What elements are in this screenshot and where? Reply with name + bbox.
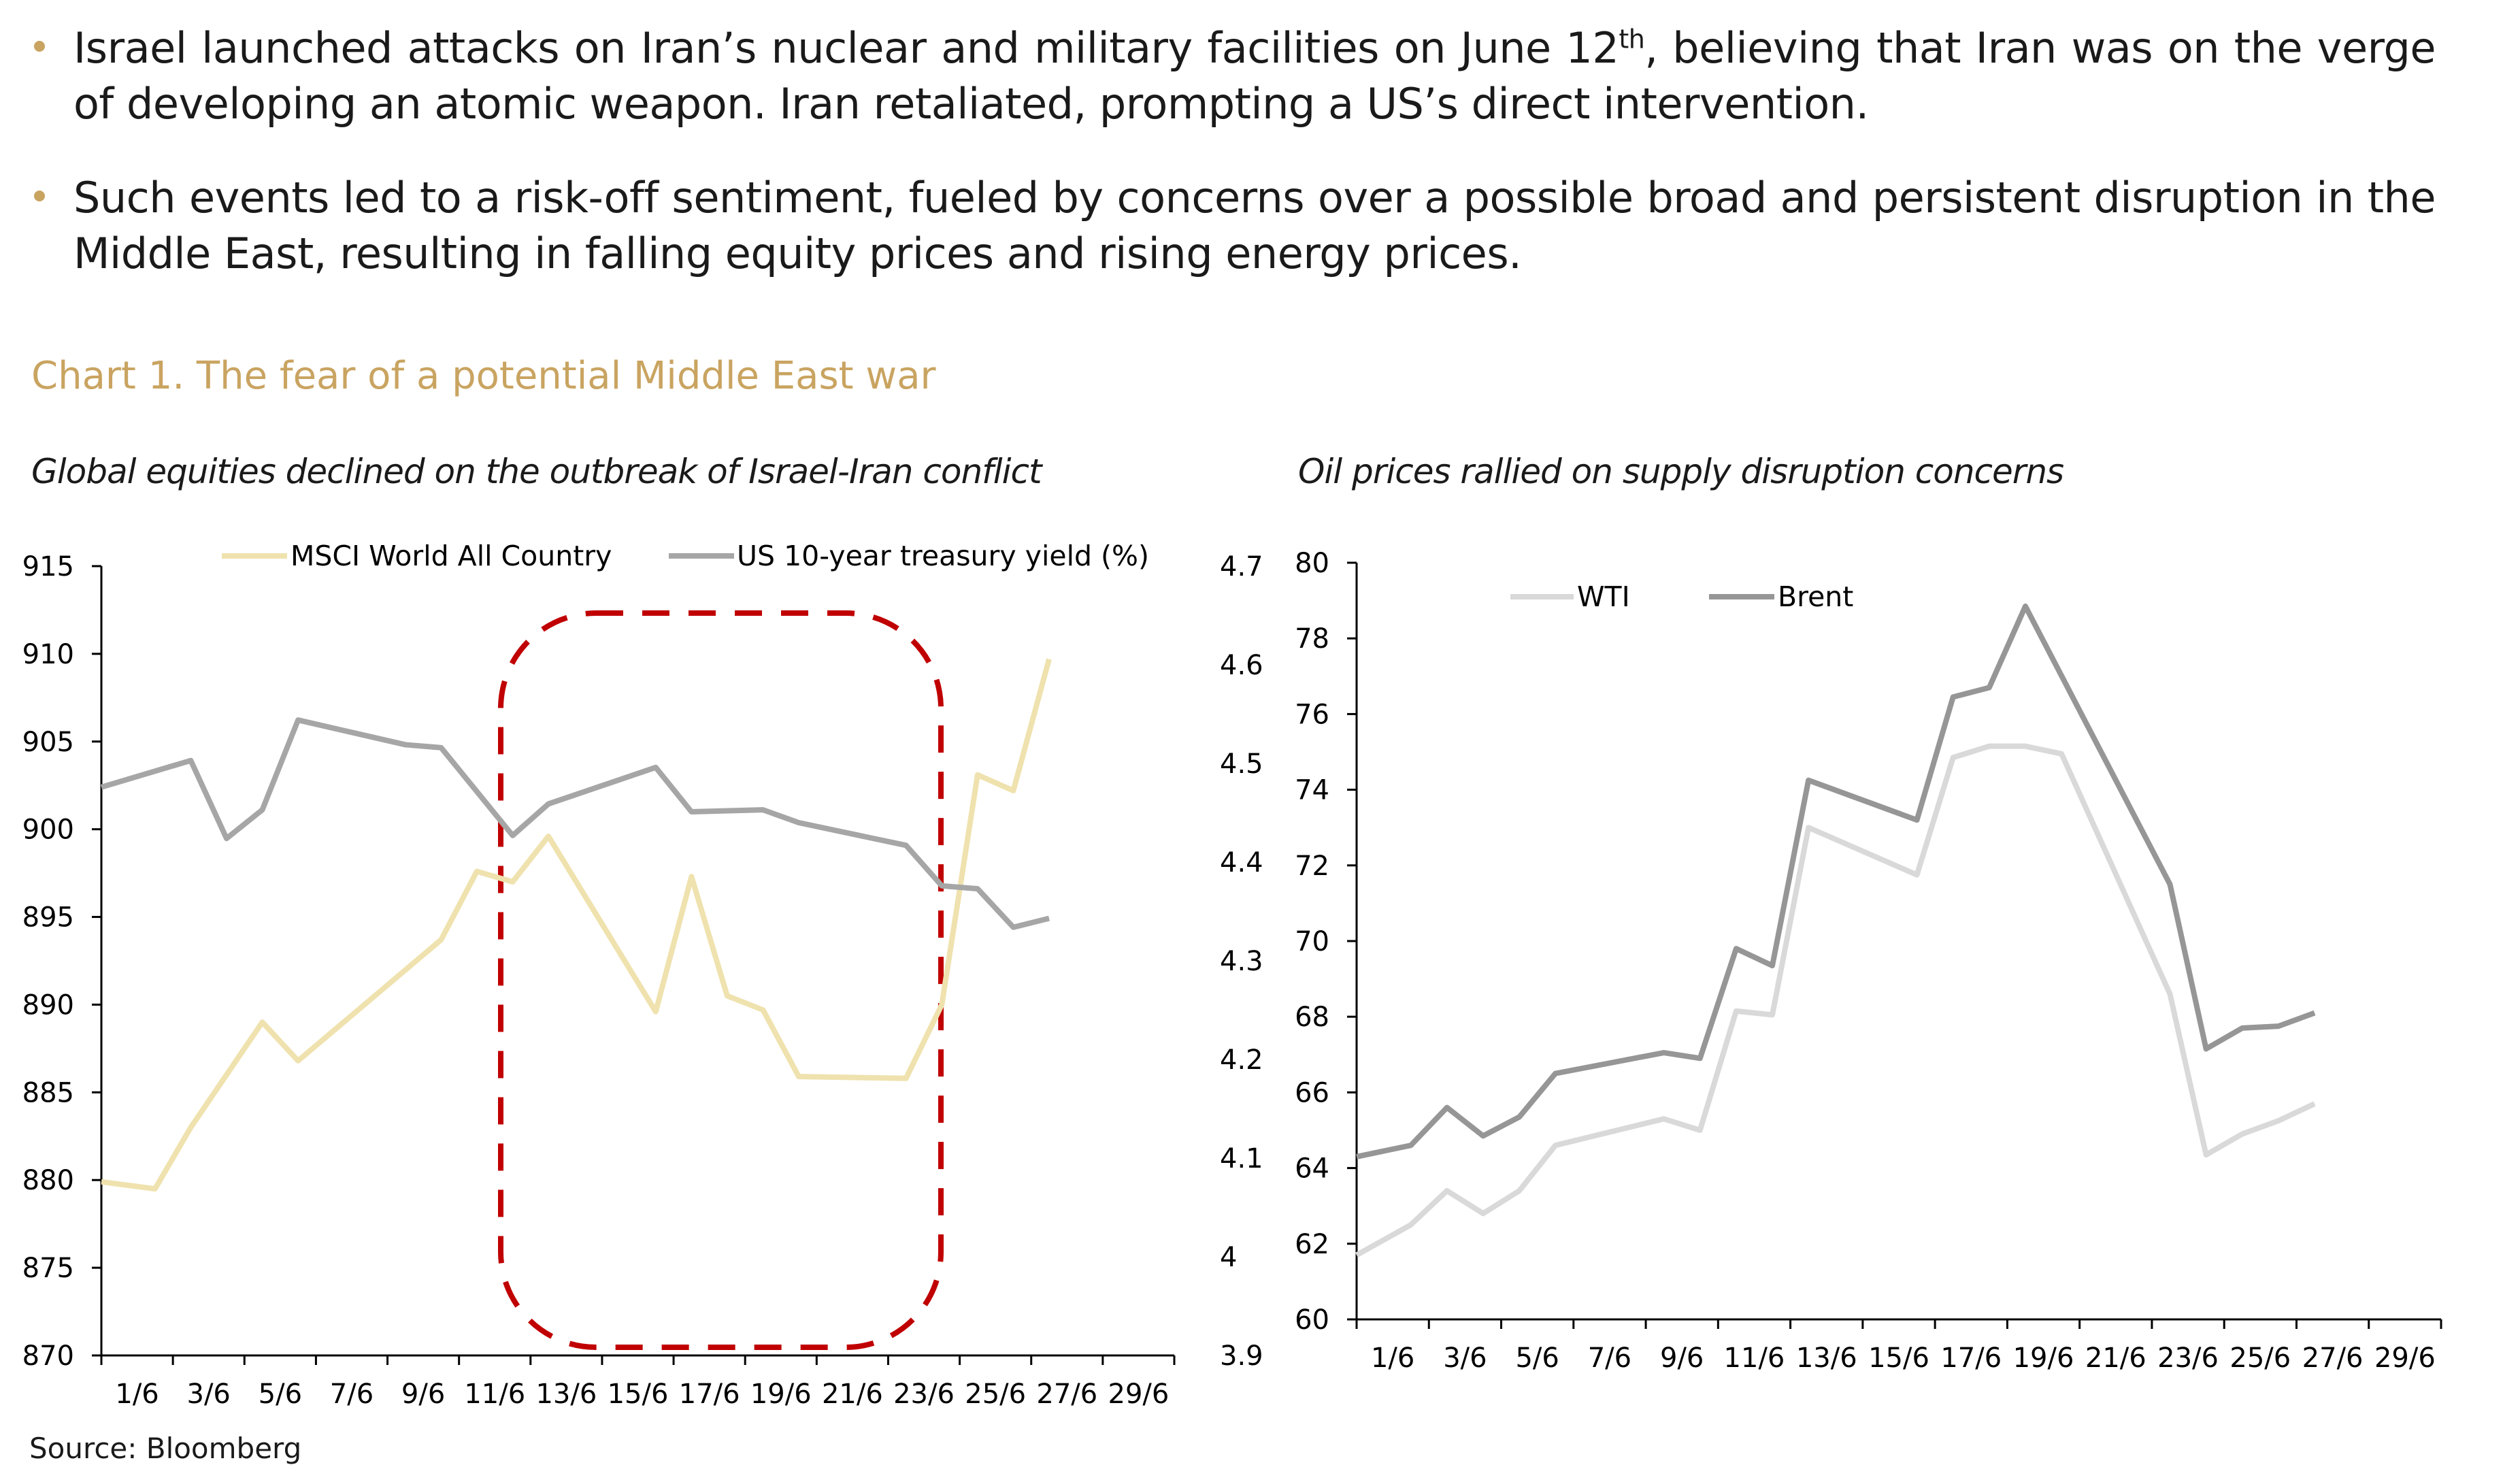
chart-title: Chart 1. The fear of a potential Middle … bbox=[31, 354, 936, 398]
series-line-us-10-year-treasury-yield- bbox=[100, 717, 1050, 930]
x-tick-label: 29/6 bbox=[2374, 1343, 2436, 1374]
y2-tick-label: 4.1 bbox=[1220, 1143, 1263, 1174]
y-tick-label: 890 bbox=[22, 989, 74, 1021]
y2-tick-label: 4.7 bbox=[1220, 551, 1263, 582]
bullet-text: Israel launched attacks on Iran’s nuclea… bbox=[73, 23, 1619, 73]
y-tick-label: 870 bbox=[22, 1340, 74, 1372]
x-tick-label: 1/6 bbox=[1371, 1343, 1414, 1374]
y-tick-label: 66 bbox=[1295, 1077, 1329, 1108]
series-line-wti bbox=[1355, 743, 2316, 1257]
x-tick-label: 15/6 bbox=[1868, 1343, 1929, 1374]
y-tick-label: 68 bbox=[1295, 1002, 1329, 1033]
legend-label: WTI bbox=[1577, 580, 1630, 613]
x-tick-label: 25/6 bbox=[2229, 1343, 2291, 1374]
x-tick-label: 21/6 bbox=[822, 1379, 883, 1410]
x-tick-label: 1/6 bbox=[115, 1379, 159, 1410]
y2-tick-label: 4.5 bbox=[1220, 748, 1263, 780]
highlight-box bbox=[498, 610, 944, 1350]
x-tick-label: 13/6 bbox=[1796, 1343, 1857, 1374]
series-line-msci-world-all-country bbox=[101, 658, 1052, 1192]
y-tick-label: 880 bbox=[22, 1165, 74, 1196]
y2-tick-label: 4.3 bbox=[1220, 946, 1263, 977]
y2-tick-label: 4 bbox=[1220, 1242, 1237, 1273]
y-tick-label: 895 bbox=[22, 902, 74, 934]
x-tick-label: 9/6 bbox=[1660, 1343, 1704, 1374]
y2-tick-label: 4.2 bbox=[1220, 1044, 1263, 1076]
x-tick-label: 9/6 bbox=[401, 1379, 445, 1410]
x-tick-label: 5/6 bbox=[1515, 1343, 1559, 1374]
y-tick-label: 80 bbox=[1295, 548, 1329, 579]
x-tick-label: 5/6 bbox=[259, 1379, 302, 1410]
y-tick-label: 885 bbox=[22, 1077, 74, 1108]
y-tick-label: 78 bbox=[1295, 623, 1329, 655]
x-tick-label: 19/6 bbox=[750, 1379, 812, 1410]
x-tick-label: 11/6 bbox=[464, 1379, 525, 1410]
source-note: Source: Bloomberg bbox=[29, 1432, 302, 1465]
y2-tick-label: 4.6 bbox=[1220, 650, 1263, 681]
x-tick-label: 3/6 bbox=[187, 1379, 231, 1410]
y-tick-label: 76 bbox=[1295, 699, 1329, 730]
x-tick-label: 15/6 bbox=[608, 1379, 669, 1410]
y-tick-label: 905 bbox=[22, 727, 74, 758]
right-chart-subtitle: Oil prices rallied on supply disruption … bbox=[1298, 452, 2064, 491]
y-tick-label: 875 bbox=[22, 1253, 74, 1284]
superscript: th bbox=[1619, 24, 1645, 54]
y-tick-label: 900 bbox=[22, 814, 74, 846]
y-tick-label: 60 bbox=[1295, 1304, 1329, 1336]
x-tick-label: 7/6 bbox=[330, 1379, 374, 1410]
x-tick-label: 7/6 bbox=[1588, 1343, 1631, 1374]
x-tick-label: 21/6 bbox=[2085, 1343, 2146, 1374]
y2-tick-label: 4.4 bbox=[1220, 847, 1263, 878]
y-tick-label: 74 bbox=[1295, 775, 1329, 806]
bullet-point: Such events led to a risk-off sentiment,… bbox=[34, 170, 2436, 282]
series-line-brent bbox=[1356, 603, 2316, 1159]
bullet-dot-icon bbox=[34, 41, 45, 52]
y-tick-label: 70 bbox=[1295, 926, 1329, 957]
x-tick-label: 25/6 bbox=[965, 1379, 1026, 1410]
x-tick-label: 13/6 bbox=[535, 1379, 597, 1410]
legend-label: US 10-year treasury yield (%) bbox=[737, 540, 1149, 572]
x-tick-label: 17/6 bbox=[1940, 1343, 2002, 1374]
bullet-text: , believing that Iran was on the verge o… bbox=[73, 23, 2436, 129]
y-tick-label: 62 bbox=[1295, 1229, 1329, 1260]
x-tick-label: 27/6 bbox=[1036, 1379, 1097, 1410]
legend-label: Brent bbox=[1778, 580, 1853, 613]
x-tick-label: 3/6 bbox=[1443, 1343, 1487, 1374]
x-tick-label: 23/6 bbox=[893, 1379, 955, 1410]
y-tick-label: 72 bbox=[1295, 851, 1329, 882]
x-tick-label: 29/6 bbox=[1108, 1379, 1170, 1410]
x-tick-label: 27/6 bbox=[2302, 1343, 2364, 1374]
y-tick-label: 915 bbox=[22, 551, 74, 582]
legend-label: MSCI World All Country bbox=[291, 540, 612, 572]
y2-tick-label: 3.9 bbox=[1220, 1340, 1263, 1372]
y-tick-label: 910 bbox=[22, 639, 74, 670]
x-tick-label: 17/6 bbox=[679, 1379, 740, 1410]
left-chart-subtitle: Global equities declined on the outbreak… bbox=[31, 452, 1042, 491]
bullet-point: Israel launched attacks on Iran’s nuclea… bbox=[34, 20, 2436, 132]
x-tick-label: 19/6 bbox=[2013, 1343, 2074, 1374]
bullet-text: Such events led to a risk-off sentiment,… bbox=[73, 173, 2436, 278]
x-tick-label: 23/6 bbox=[2157, 1343, 2219, 1374]
x-tick-label: 11/6 bbox=[1724, 1343, 1785, 1374]
y-tick-label: 64 bbox=[1295, 1153, 1329, 1185]
bullet-dot-icon bbox=[34, 191, 45, 201]
